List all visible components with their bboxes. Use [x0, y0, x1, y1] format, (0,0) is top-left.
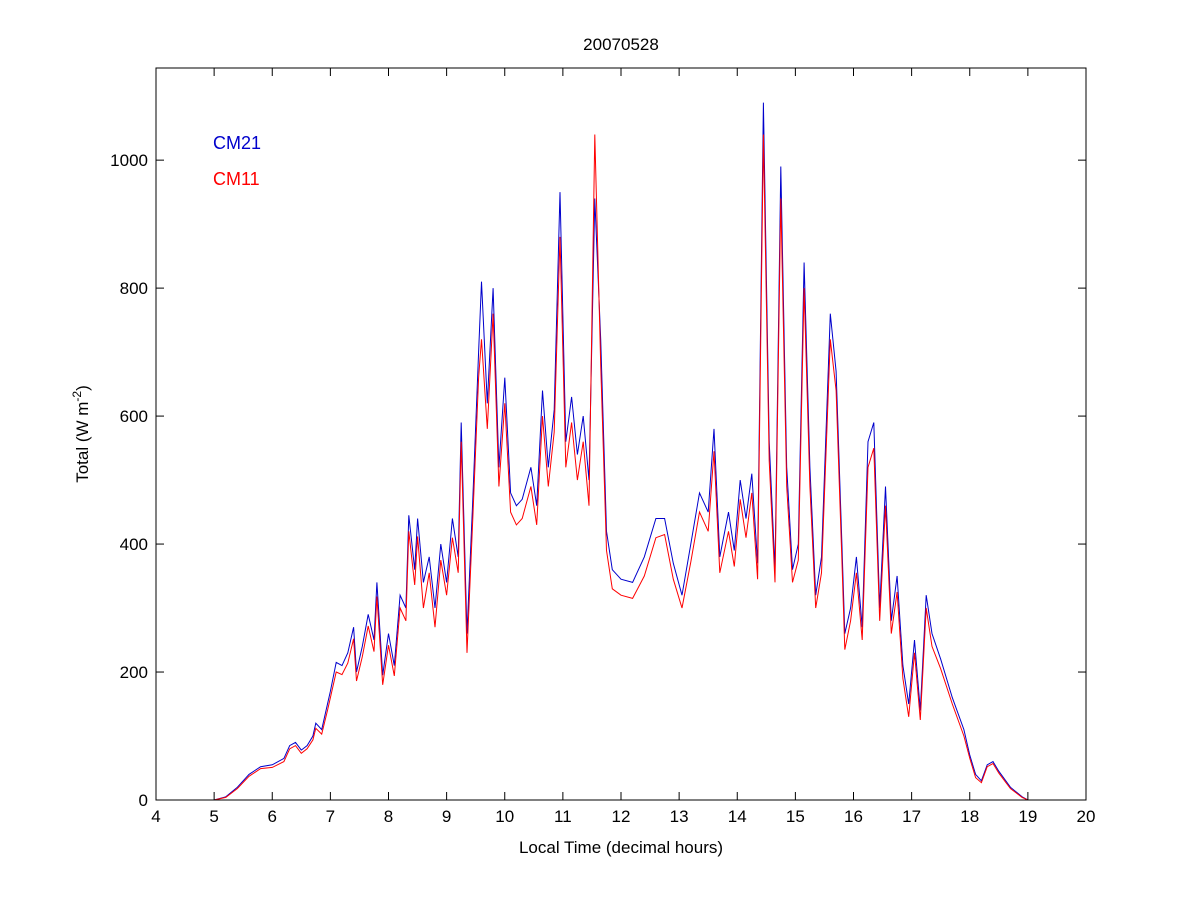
x-tick-label: 10	[495, 807, 514, 826]
x-tick-label: 6	[268, 807, 277, 826]
x-tick-label: 15	[786, 807, 805, 826]
y-tick-label: 600	[120, 407, 148, 426]
y-axis-label-sup: -2	[70, 391, 84, 402]
series-layer	[213, 102, 1029, 801]
x-tick-label: 19	[1018, 807, 1037, 826]
x-tick-label: 16	[844, 807, 863, 826]
y-tick-label: 1000	[110, 151, 148, 170]
series-line-cm11	[213, 134, 1029, 801]
x-tick-label: 20	[1077, 807, 1096, 826]
y-tick-label: 0	[139, 791, 148, 810]
x-tick-label: 18	[960, 807, 979, 826]
x-tick-label: 12	[612, 807, 631, 826]
y-tick-label: 200	[120, 663, 148, 682]
ticks-layer: 4 5 6 7 8 9 10 11 12 13 14 15 16 17 18 19 20020040060080…	[110, 68, 1095, 826]
y-axis-label-end: )	[73, 385, 92, 391]
legend-entry-cm21: CM21	[213, 133, 261, 153]
x-axis-label: Local Time (decimal hours)	[519, 838, 723, 857]
chart-title: 20070528	[583, 35, 659, 54]
x-tick-label: 5	[209, 807, 218, 826]
x-tick-label: 11	[554, 807, 572, 826]
x-tick-label: 7	[326, 807, 335, 826]
plot-area-frame	[155, 67, 1087, 801]
y-tick-label: 400	[120, 535, 148, 554]
x-tick-label: 9	[442, 807, 451, 826]
x-tick-label: 17	[902, 807, 921, 826]
legend-entry-cm11: CM11	[213, 169, 260, 189]
y-tick-label: 800	[120, 279, 148, 298]
y-axis-label-main: Total (W m	[73, 402, 92, 483]
x-tick-label: 14	[728, 807, 747, 826]
x-tick-label: 8	[384, 807, 393, 826]
x-tick-label: 4	[151, 807, 160, 826]
x-tick-label: 13	[670, 807, 689, 826]
y-axis-label: Total (W m-2)	[70, 385, 92, 483]
